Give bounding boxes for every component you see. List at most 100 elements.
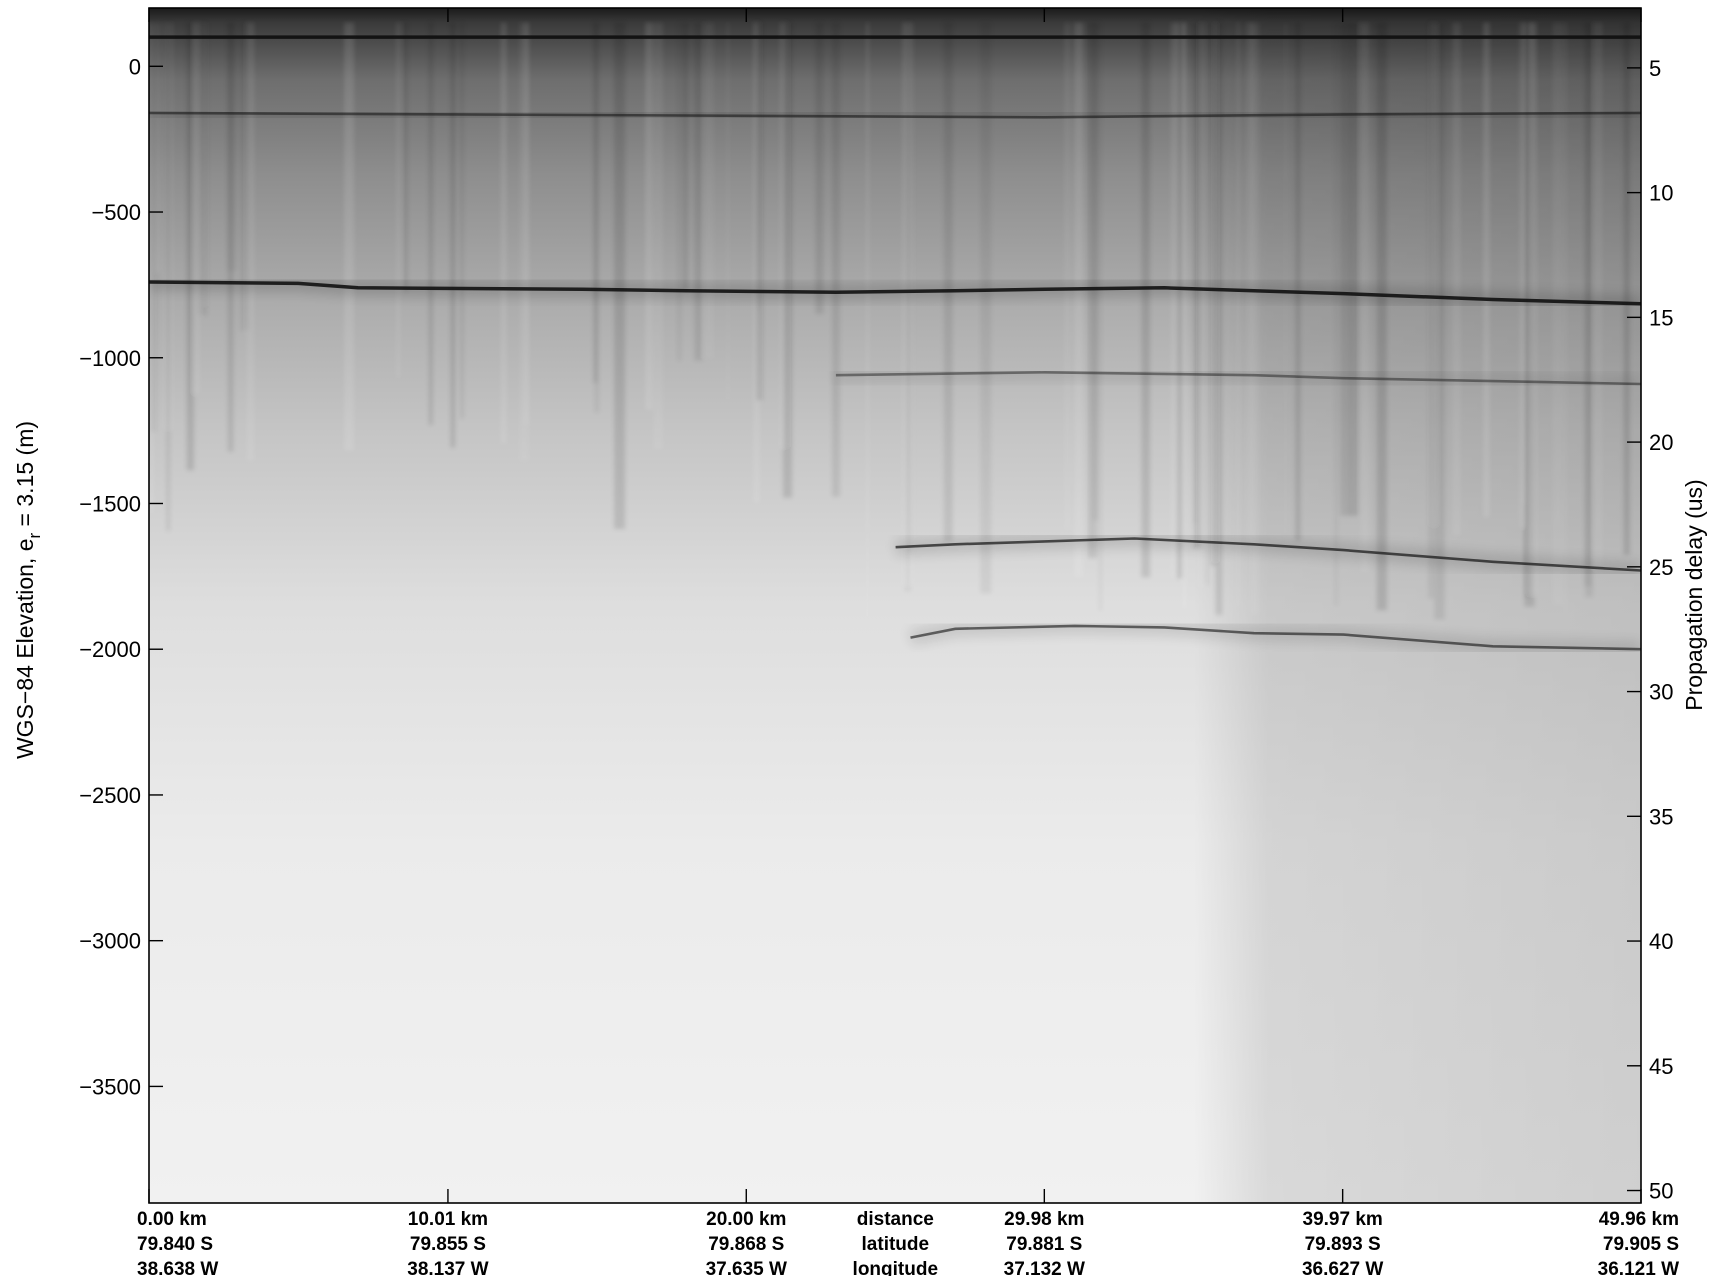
right-tick-label: 35	[1649, 804, 1673, 829]
x-tick-distance: 20.00 km	[706, 1209, 786, 1230]
texture-streak	[682, 22, 688, 292]
x-tick-latitude: 79.840 S	[137, 1234, 213, 1255]
texture-streak	[704, 22, 714, 359]
texture-streak	[1483, 22, 1490, 518]
right-tick-label: 10	[1649, 181, 1673, 206]
reflector-line	[835, 370, 1641, 386]
reflector-halo	[835, 364, 1641, 392]
x-tick-latitude: 79.868 S	[708, 1234, 784, 1255]
texture-streak	[1334, 22, 1338, 606]
texture-streak	[246, 22, 255, 461]
reflector-line	[149, 280, 1641, 306]
texture-streak	[653, 22, 664, 450]
left-tick-label: −500	[91, 200, 141, 225]
x-tick-longitude: 36.627 W	[1302, 1259, 1383, 1276]
texture-streak	[186, 22, 194, 471]
texture-streak	[645, 22, 653, 410]
texture-streak	[1523, 22, 1527, 504]
texture-streak	[614, 22, 625, 529]
left-axis-label: WGS−84 Elevation, er = 3.15 (m)	[12, 421, 44, 759]
texture-streak	[1340, 22, 1351, 516]
plot-frame	[148, 7, 1642, 1204]
right-tick-label: 30	[1649, 680, 1673, 705]
texture-streak	[1434, 22, 1445, 620]
x-tick-distance: 10.01 km	[408, 1209, 488, 1230]
x-row-name: longitude	[853, 1259, 938, 1276]
x-tick-latitude: 79.881 S	[1006, 1234, 1082, 1255]
left-tick-label: −2000	[79, 637, 141, 662]
right-axis: 5 10 15 20 25 30 35 40 45 50	[1627, 56, 1673, 1204]
reflector-line	[149, 111, 1641, 119]
x-tick-latitude: 79.905 S	[1603, 1234, 1679, 1255]
left-axis: 0 −500 −1000 −1500 −2000 −2500 −3000 −3500	[79, 54, 163, 1099]
texture-streak	[500, 22, 507, 444]
x-row-name: distance	[857, 1209, 934, 1230]
texture-streak	[198, 22, 208, 316]
x-tick-longitude: 38.638 W	[137, 1259, 218, 1276]
texture-streak	[943, 22, 953, 542]
texture-streak	[1295, 22, 1301, 541]
texture-streak	[1623, 22, 1630, 555]
left-tick-label: −1500	[79, 491, 141, 516]
x-tick-latitude: 79.855 S	[410, 1234, 486, 1255]
texture-streak	[226, 22, 237, 271]
texture-streak	[151, 22, 156, 433]
x-tick-longitude: 38.137 W	[407, 1259, 488, 1276]
texture-streak	[1182, 22, 1187, 609]
left-tick-label: −3500	[79, 1074, 141, 1099]
x-row-name: latitude	[862, 1234, 930, 1255]
reflector-line	[910, 624, 1641, 651]
texture-streak	[193, 22, 201, 394]
reflector-layers	[149, 29, 1641, 658]
texture-streak	[1174, 22, 1185, 532]
right-tick-label: 40	[1649, 929, 1673, 954]
x-tick-longitude: 37.635 W	[706, 1259, 787, 1276]
texture-streak	[1429, 22, 1438, 526]
texture-streak	[403, 22, 408, 291]
texture-streak	[1099, 22, 1102, 612]
left-tick-label: 0	[129, 54, 141, 79]
texture-streak	[832, 22, 840, 497]
texture-streak	[756, 22, 763, 401]
texture-streak	[1428, 22, 1434, 599]
texture-streak	[815, 22, 824, 314]
texture-streak	[1141, 22, 1150, 578]
texture-streak	[240, 22, 250, 331]
x-tick-latitude: 79.893 S	[1305, 1234, 1381, 1255]
left-tick-label: −3000	[79, 929, 141, 954]
texture-streak	[155, 22, 161, 272]
plot-image	[149, 8, 1641, 1203]
texture-streak	[1064, 22, 1072, 530]
x-tick-distance: 49.96 km	[1599, 1209, 1679, 1230]
right-tick-label: 25	[1649, 555, 1673, 580]
right-tick-label: 20	[1649, 430, 1673, 455]
right-tick-label: 50	[1649, 1179, 1673, 1204]
texture-streak	[1205, 22, 1208, 585]
texture-streak	[396, 22, 401, 377]
texture-streak	[594, 22, 599, 413]
x-tick-longitude: 36.121 W	[1598, 1259, 1679, 1276]
right-tick-label: 45	[1649, 1054, 1673, 1079]
texture-streak	[519, 22, 530, 462]
texture-streak	[1284, 22, 1287, 536]
texture-streak	[1074, 22, 1084, 577]
texture-streak	[1552, 22, 1564, 605]
texture-streak	[980, 22, 992, 594]
texture-streak	[866, 22, 870, 530]
texture-streak	[1564, 22, 1567, 615]
texture-streak	[1376, 22, 1387, 611]
x-tick-longitude: 37.132 W	[1004, 1259, 1085, 1276]
radargram-right-shading	[149, 8, 1641, 1203]
right-axis-label: Propagation delay (us)	[1681, 479, 1707, 710]
texture-streak	[1349, 22, 1360, 516]
texture-streak	[450, 22, 455, 448]
bottom-axis: 0.00 km 79.840 S 38.638 W 10.01 km 79.855 S 3…	[137, 8, 1679, 1276]
left-tick-label: −2500	[79, 783, 141, 808]
right-tick-label: 15	[1649, 305, 1673, 330]
texture-streak	[677, 22, 682, 361]
texture-streak	[428, 22, 433, 425]
x-tick-distance: 0.00 km	[137, 1209, 207, 1230]
texture-streak	[905, 22, 911, 592]
texture-streak	[344, 22, 355, 451]
